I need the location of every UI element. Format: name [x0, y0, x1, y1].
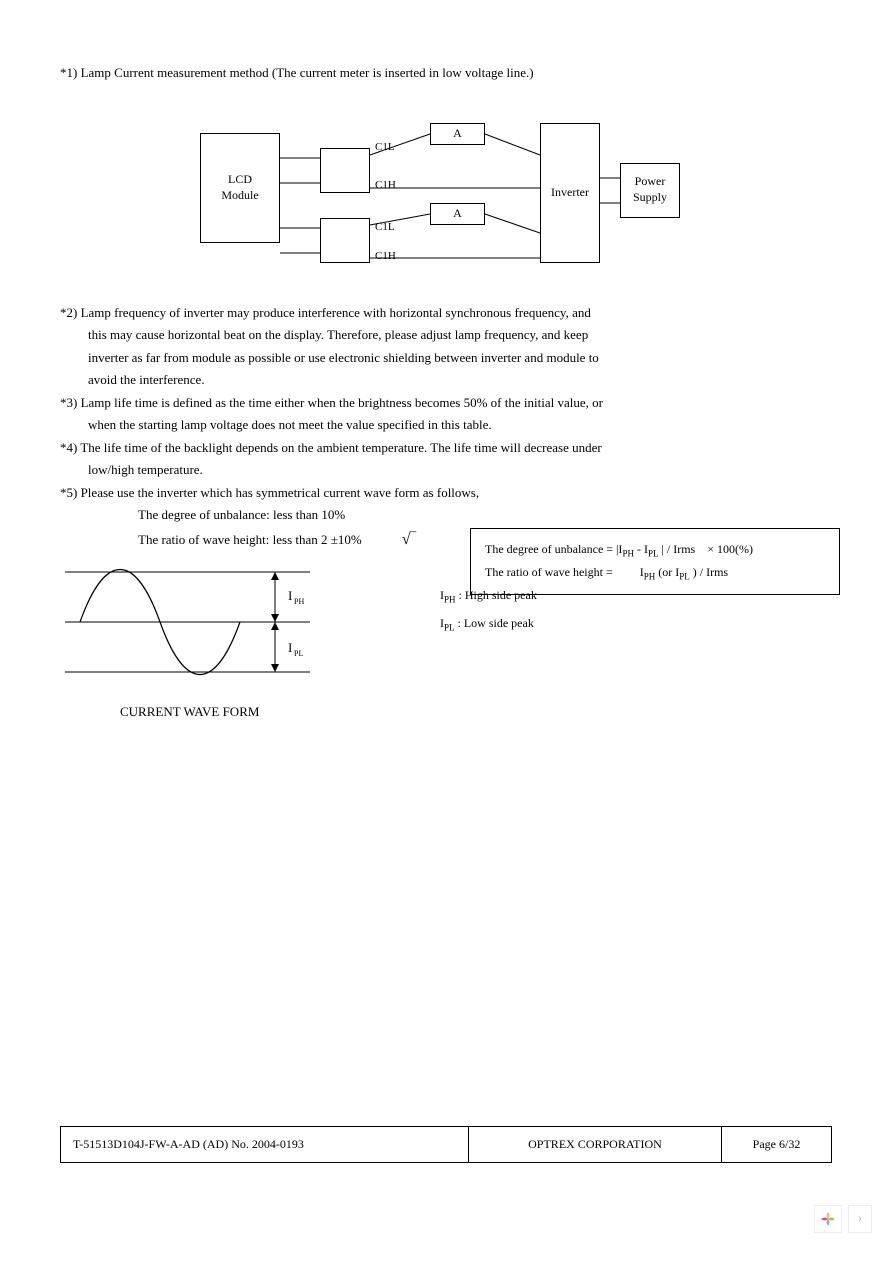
degree-unbalance: The degree of unbalance: less than 10% — [60, 505, 832, 525]
note-5: *5) Please use the inverter which has sy… — [60, 483, 832, 503]
note-2d: avoid the interference. — [60, 370, 832, 390]
waveform-diagram: I PH I PL — [60, 562, 440, 682]
sqrt-icon: √‾ — [402, 528, 416, 552]
lcd-module-box: LCDModule — [200, 133, 280, 243]
note-3a: *3) Lamp life time is defined as the tim… — [60, 393, 832, 413]
footer-doc-number: T-51513D104J-FW-A-AD (AD) No. 2004-0193 — [61, 1127, 469, 1163]
viewer-controls: › — [814, 1205, 872, 1233]
footer-page-number: Page 6/32 — [722, 1127, 832, 1163]
note-2b: this may cause horizontal beat on the di… — [60, 325, 832, 345]
note-3b: when the starting lamp voltage does not … — [60, 415, 832, 435]
note-4a: *4) The life time of the backlight depen… — [60, 438, 832, 458]
formula-box: The degree of unbalance = |IPH - IPL | /… — [470, 528, 840, 595]
page-footer: T-51513D104J-FW-A-AD (AD) No. 2004-0193 … — [60, 1126, 832, 1163]
note-2a: *2) Lamp frequency of inverter may produ… — [60, 303, 832, 323]
note-1: *1) Lamp Current measurement method (The… — [60, 63, 832, 83]
note-2c: inverter as far from module as possible … — [60, 348, 832, 368]
waveform-title: CURRENT WAVE FORM — [120, 702, 832, 722]
c1l-label-2: C1L — [375, 221, 395, 233]
viewer-logo-icon[interactable] — [814, 1205, 842, 1233]
connector-box-2 — [320, 218, 370, 263]
svg-text:PL: PL — [294, 649, 303, 658]
c1h-label-2: C1H — [375, 250, 396, 262]
footer-company: OPTREX CORPORATION — [468, 1127, 721, 1163]
ammeter-box-2: A — [430, 203, 485, 225]
inverter-box: Inverter — [540, 123, 600, 263]
c1l-label-1: C1L — [375, 141, 395, 153]
block-diagram: LCDModule A A Inverter PowerSupply C1L C… — [60, 93, 832, 283]
connector-box-1 — [320, 148, 370, 193]
svg-text:I: I — [288, 588, 292, 603]
next-page-button[interactable]: › — [848, 1205, 872, 1233]
ammeter-box-1: A — [430, 123, 485, 145]
svg-text:PH: PH — [294, 597, 304, 606]
note-4b: low/high temperature. — [60, 460, 832, 480]
svg-text:I: I — [288, 640, 292, 655]
c1h-label-1: C1H — [375, 179, 396, 191]
power-supply-box: PowerSupply — [620, 163, 680, 218]
